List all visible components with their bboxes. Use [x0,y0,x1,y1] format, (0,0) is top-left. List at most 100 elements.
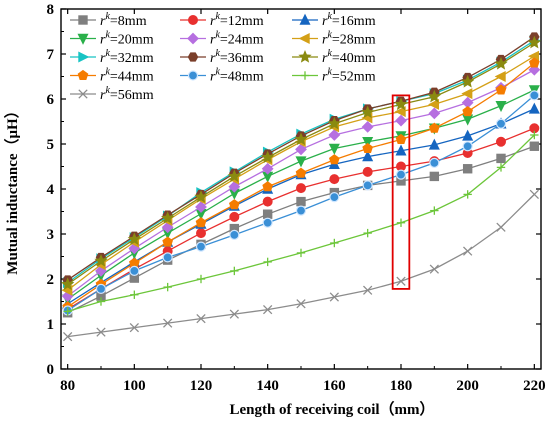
legend-label: rk=36mm [210,48,264,66]
data-point [396,276,406,286]
y-tick-label: 0 [47,362,55,378]
x-tick-label: 200 [456,378,479,394]
data-point [129,265,140,276]
data-point [195,217,207,228]
data-point [187,52,199,62]
y-tick-label: 1 [47,317,55,333]
legend-label: rk=12mm [210,11,264,29]
series-44mm [62,57,540,312]
data-point [363,228,372,238]
data-point [263,257,272,267]
data-point [395,144,407,156]
data-point [228,180,241,193]
data-point [529,90,540,101]
legend-item: rk=40mm [292,48,376,66]
data-point [361,120,374,133]
data-point [262,209,273,219]
highlight-box [391,94,411,290]
data-point [362,150,374,162]
data-point [295,205,307,216]
data-point [77,69,89,81]
data-point [163,318,173,328]
data-point [262,217,273,228]
legend-item: rk=20mm [70,30,154,48]
x-tick-label: 140 [256,378,279,394]
data-point [427,89,441,103]
series-40mm [61,35,541,291]
data-point [462,105,474,117]
x-axis-title: Length of receiving coil（mm） [229,400,434,418]
data-point [78,51,90,63]
legend-item: rk=56mm [70,85,154,103]
data-point [78,89,88,99]
series-layer [61,32,541,342]
data-point [495,118,507,129]
legend-item: rk=24mm [180,30,264,48]
data-point [127,232,141,246]
x-tick-label: 100 [123,378,146,394]
data-point [187,32,199,45]
data-point [96,327,106,337]
legend-item: rk=28mm [292,30,376,48]
legend-label: rk=28mm [322,30,376,48]
data-point [78,15,88,25]
legend-label: rk=40mm [322,48,376,66]
legend-label: rk=56mm [100,85,154,103]
legend-label: rk=8mm [100,11,147,29]
legend-item: rk=8mm [70,11,147,29]
data-point [362,166,373,177]
data-point [362,180,373,191]
data-point [261,162,274,175]
data-point [462,164,473,174]
data-point [395,169,407,180]
axes: 80 100 120 140 160 180 200 220 0 1 2 3 4 5 6 7 8 [47,2,546,394]
data-point [528,57,540,68]
data-point [396,218,406,227]
data-point [394,97,408,111]
data-point [328,129,341,141]
data-point [295,167,307,178]
data-point [77,33,89,45]
data-point [429,157,440,168]
data-point [94,253,108,267]
data-point [461,88,473,100]
y-tick-label: 5 [47,137,55,153]
legend-label: rk=20mm [100,30,154,48]
series-52mm [63,130,539,316]
legend: rk=8mm rk=12mm rk=16mm rk=20mm rk=24mm rk=28m… [70,11,376,103]
y-tick-label: 6 [47,92,55,108]
data-point [395,133,407,145]
legend-label: rk=44mm [100,67,154,85]
data-point [262,196,273,207]
data-point [187,70,199,81]
data-point [296,196,306,207]
data-point [300,71,310,80]
data-point [295,143,307,156]
data-point [463,190,472,199]
legend-label: rk=32mm [100,48,154,66]
data-point [196,274,206,284]
data-point [329,292,339,302]
legend-item: rk=52mm [292,67,376,85]
data-point [61,277,75,291]
data-point [529,189,539,200]
data-point [461,74,475,88]
data-point [228,199,240,210]
data-point [496,136,506,147]
data-point [296,299,306,309]
data-point [330,238,339,248]
data-point [463,246,473,256]
data-point [298,49,312,63]
x-tick-label: 180 [390,378,413,394]
data-point [194,190,208,203]
y-tick-label: 8 [47,2,55,18]
data-point [295,156,307,168]
data-point [527,35,541,49]
data-point [63,331,73,342]
series-48mm [62,90,540,316]
data-point [361,105,375,119]
data-point [230,266,239,276]
data-point [162,236,174,247]
legend-item: rk=16mm [292,11,376,29]
